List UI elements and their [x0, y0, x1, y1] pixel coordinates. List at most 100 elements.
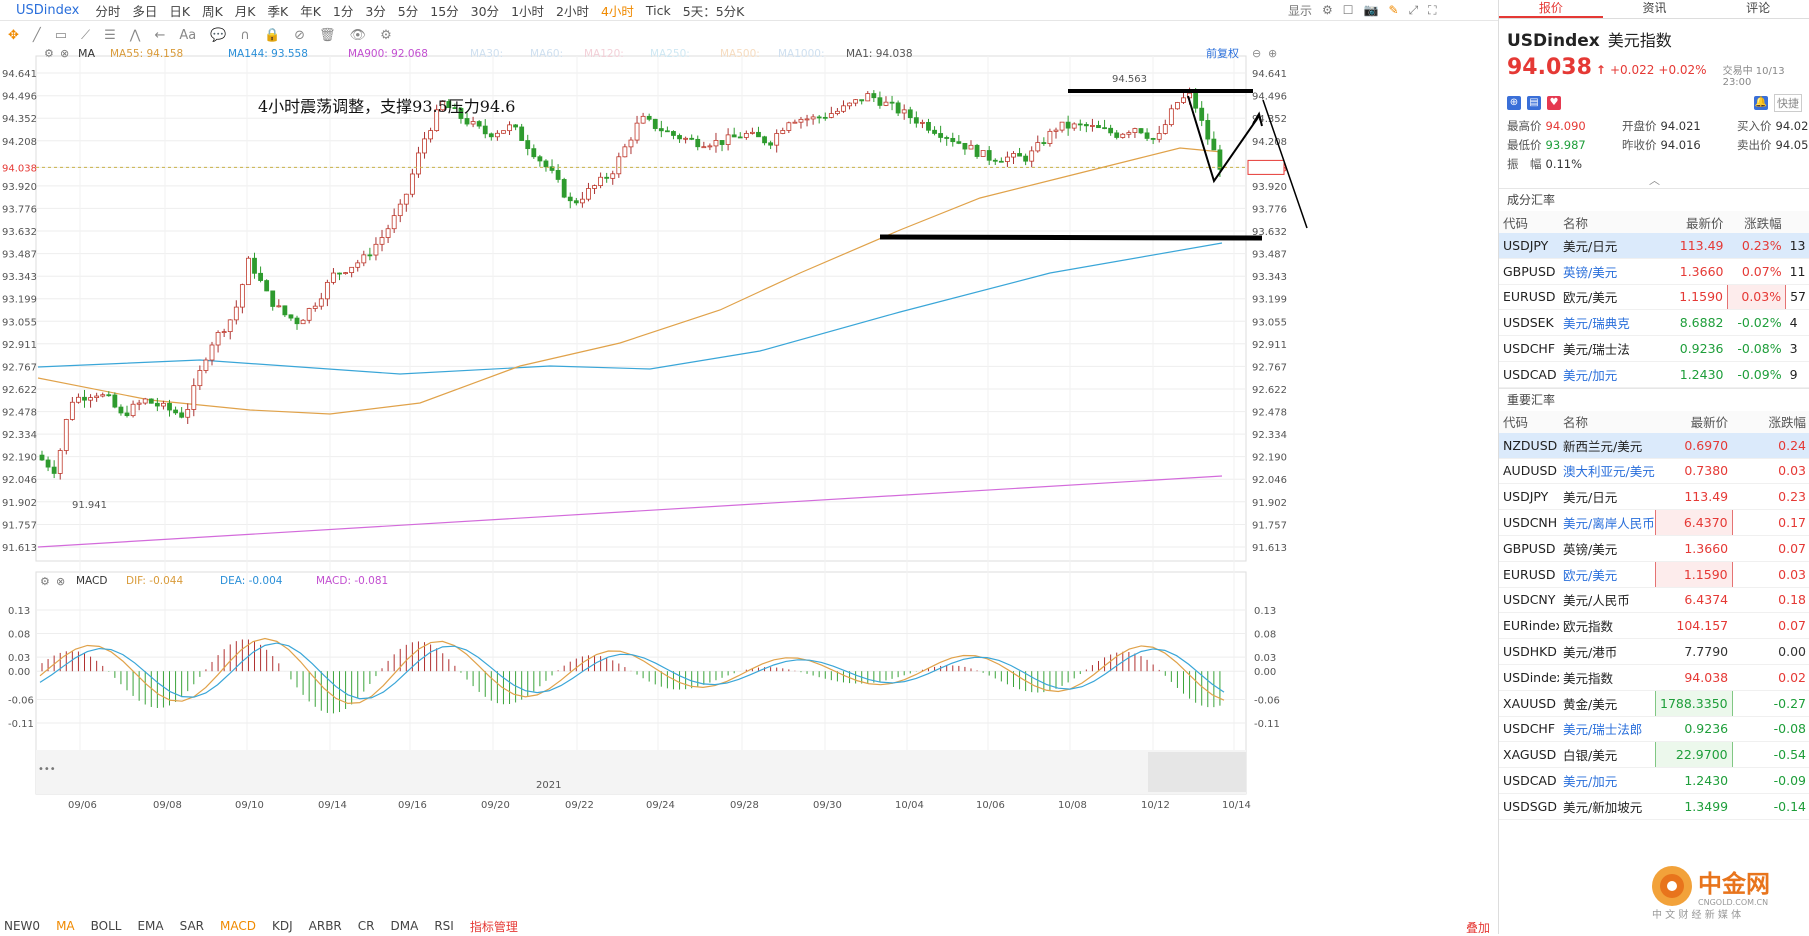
indicator-3[interactable]: EMA: [137, 919, 163, 933]
timeframe-12[interactable]: 1小时: [505, 1, 550, 20]
timeframe-9[interactable]: 5分: [392, 1, 424, 20]
quick-button[interactable]: 快捷: [1774, 94, 1802, 112]
eye-icon[interactable]: 👁: [350, 28, 367, 43]
timeframe-4[interactable]: 月K: [229, 1, 262, 20]
settings-small-icon[interactable]: ⚙: [380, 28, 392, 43]
column-header[interactable]: 代码: [1499, 411, 1559, 433]
comment-icon[interactable]: 💬: [210, 28, 226, 43]
column-header[interactable]: 代码: [1499, 211, 1559, 233]
timeframe-8[interactable]: 3分: [359, 1, 391, 20]
layout-icon[interactable]: ☐: [1343, 3, 1354, 17]
range-navigator[interactable]: [36, 750, 1246, 794]
arrow-tool-icon[interactable]: ←: [154, 28, 165, 43]
lock-icon[interactable]: 🔒: [264, 28, 280, 43]
timeframe-7[interactable]: 1分: [327, 1, 359, 20]
timeframe-10[interactable]: 15分: [424, 1, 464, 20]
timeframe-16[interactable]: 5天：5分K: [677, 1, 751, 20]
symbol-label[interactable]: USDindex: [0, 3, 89, 18]
support-line[interactable]: [880, 237, 1262, 238]
book-icon[interactable]: ▤: [1527, 96, 1541, 110]
gear-icon[interactable]: ⚙: [40, 575, 50, 588]
indicator-6[interactable]: KDJ: [272, 919, 293, 933]
timeframe-11[interactable]: 30分: [465, 1, 505, 20]
expand-icon[interactable]: ⤢: [1409, 3, 1419, 18]
indicator-1[interactable]: MA: [56, 919, 75, 933]
indicator-11[interactable]: 指标管理: [470, 918, 518, 935]
close-icon[interactable]: ⊗: [60, 48, 69, 60]
indicator-9[interactable]: DMA: [391, 919, 419, 933]
pattern-tool-icon[interactable]: ⋀: [130, 28, 141, 43]
line-tool-icon[interactable]: ╱: [33, 28, 41, 43]
hide-icon[interactable]: ⊘: [294, 28, 305, 43]
indicator-5[interactable]: MACD: [220, 919, 256, 933]
gear-icon[interactable]: ⚙: [44, 48, 54, 60]
indicator-4[interactable]: SAR: [180, 919, 204, 933]
bell-icon[interactable]: 🔔: [1754, 96, 1768, 110]
timeframe-14[interactable]: 4小时: [595, 1, 640, 20]
adjust-label[interactable]: 前复权: [1206, 48, 1239, 60]
indicator-2[interactable]: BOLL: [91, 919, 122, 933]
more-icon[interactable]: •••: [38, 764, 56, 775]
fib-tool-icon[interactable]: ☰: [104, 28, 116, 43]
macd-label[interactable]: MACD: [76, 575, 107, 587]
display-menu[interactable]: 显示: [1288, 2, 1312, 19]
globe-icon[interactable]: ⊕: [1507, 96, 1521, 110]
zoom-out-icon[interactable]: ⊖: [1252, 48, 1261, 60]
ma-label[interactable]: MA: [78, 48, 95, 60]
overlay-button[interactable]: 叠加: [1466, 919, 1490, 936]
panel-tab-2[interactable]: 评论: [1706, 0, 1809, 18]
column-header[interactable]: 名称: [1559, 211, 1655, 233]
ray-tool-icon[interactable]: ⟋: [81, 28, 90, 43]
column-header[interactable]: 涨跌幅: [1728, 211, 1786, 233]
indicator-7[interactable]: ARBR: [309, 919, 342, 933]
crosshair-icon[interactable]: ✥: [8, 28, 19, 43]
heart-icon[interactable]: ♥: [1547, 96, 1561, 110]
indicator-0[interactable]: NEW0: [4, 919, 40, 933]
magnet-icon[interactable]: ∩: [240, 28, 250, 43]
column-header[interactable]: 最新价: [1655, 211, 1728, 233]
trash-icon[interactable]: 🗑: [319, 28, 336, 43]
range-handle[interactable]: [1148, 752, 1246, 792]
indicator-8[interactable]: CR: [358, 919, 375, 933]
collapse-icon[interactable]: ︿: [1507, 172, 1802, 188]
timeframe-6[interactable]: 年K: [294, 1, 327, 20]
timeframe-13[interactable]: 2小时: [550, 1, 595, 20]
column-header[interactable]: 最新价: [1656, 411, 1733, 433]
text-tool-icon[interactable]: Aa: [179, 28, 196, 43]
timeframe-3[interactable]: 周K: [196, 1, 229, 20]
analysis-note[interactable]: 4小时震荡调整，支撑93.5压力94.6: [258, 97, 515, 116]
gear-icon[interactable]: ⚙: [1322, 3, 1333, 17]
timeframe-2[interactable]: 日K: [163, 1, 196, 20]
shape-tool-icon[interactable]: ▭: [55, 28, 67, 43]
zoom-in-icon[interactable]: ⊕: [1268, 48, 1277, 60]
timeframe-5[interactable]: 季K: [261, 1, 294, 20]
column-header[interactable]: 涨跌幅: [1732, 411, 1809, 433]
fullscreen-icon[interactable]: ⛶: [1428, 3, 1436, 18]
panel-tab-0[interactable]: 报价: [1499, 0, 1603, 18]
timeframe-0[interactable]: 分时: [89, 1, 126, 20]
timeframe-15[interactable]: Tick: [640, 3, 677, 18]
timeframe-1[interactable]: 多日: [126, 1, 163, 20]
